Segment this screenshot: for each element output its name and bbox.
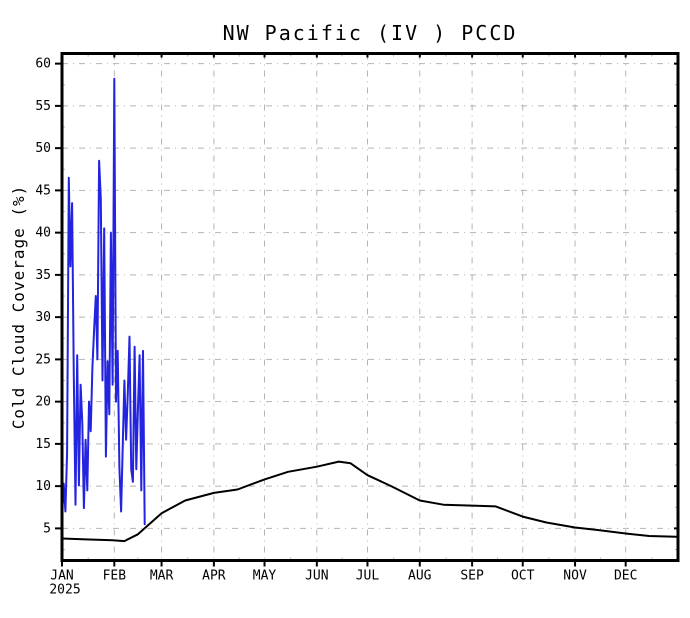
x-tick-label: JUL [356,569,380,584]
axis-frame [60,52,680,562]
y-tick-label: 40 [35,226,51,241]
y-tick-label: 35 [35,268,51,283]
y-tick-label: 50 [35,141,51,156]
series-daily-pccd-2025 [61,77,146,526]
chart-title: NW Pacific (IV ) PCCD [223,21,518,45]
y-tick-label: 30 [35,310,51,325]
x-tick-label: DEC [614,569,637,584]
series-climatology [61,460,678,543]
x-tick-label: FEB [103,569,127,584]
y-tick-label: 25 [35,352,51,367]
y-tick-label: 20 [35,395,51,410]
x-tick-label: MAY [253,569,277,584]
x-tick-label: JUN [305,569,328,584]
x-tick-label: JAN [50,569,73,584]
y-axis-label: Cold Cloud Coverage (%) [9,185,28,430]
x-axis-year-label: 2025 [49,583,80,598]
y-tick-label: 55 [35,99,51,114]
y-tick-label: 60 [35,57,51,72]
y-tick-label: 5 [43,521,51,536]
y-tick-label: 10 [35,479,51,494]
x-tick-label: NOV [563,569,587,584]
x-tick-label: APR [202,569,226,584]
x-tick-label: SEP [460,569,484,584]
x-tick-label: MAR [150,569,174,584]
x-tick-label: OCT [511,569,535,584]
y-tick-label: 45 [35,183,51,198]
y-tick-label: 15 [35,437,51,452]
x-tick-label: AUG [408,569,432,584]
